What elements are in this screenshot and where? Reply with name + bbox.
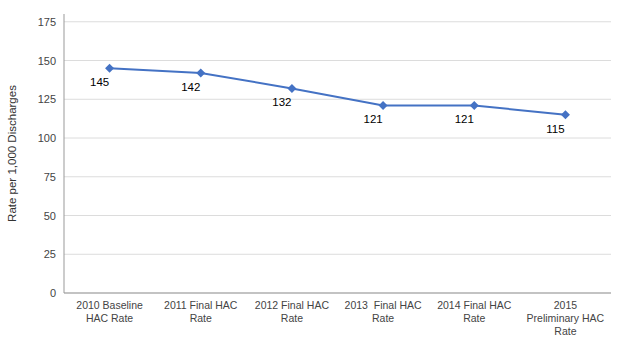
y-tick-label: 150	[38, 55, 56, 67]
y-tick-label: 50	[44, 210, 56, 222]
y-tick-label: 0	[50, 287, 56, 299]
grid-line	[64, 99, 611, 100]
grid-line	[64, 293, 611, 294]
grid-line	[64, 254, 611, 255]
data-label: 121	[363, 113, 382, 125]
line	[110, 68, 566, 115]
x-tick-label: 2014 Final HACRate	[437, 299, 512, 324]
marker	[470, 101, 479, 110]
grid-line	[64, 21, 611, 22]
grid-line	[64, 215, 611, 216]
grid-line	[64, 176, 611, 177]
data	[105, 64, 570, 120]
y-tick-label: 100	[38, 132, 56, 144]
x-axis-line	[64, 293, 611, 294]
y-axis-line	[64, 14, 65, 293]
chart: 0 25 50 75 100 125 150 175 2010 BaselineHAC Rate…	[0, 0, 625, 357]
marker	[379, 101, 388, 110]
data-label: 132	[272, 96, 291, 108]
y-tick-label: 75	[44, 171, 56, 183]
y-axis-label: Rate per 1,000 Discharges	[6, 85, 18, 222]
data-label: 145	[90, 76, 109, 88]
x-tick-label: 2015Preliminary HACRate	[527, 299, 605, 337]
y-tick-label: 25	[44, 248, 56, 260]
marker	[287, 84, 296, 93]
y-tick-label: 125	[38, 93, 56, 105]
x-tick-label: 2012 Final HACRate	[255, 299, 330, 324]
grid-line	[64, 138, 611, 139]
grid-line	[64, 60, 611, 61]
x-tick-label: 2013 Final HACRate	[345, 299, 422, 324]
data-label: 121	[455, 113, 474, 125]
grid	[64, 22, 611, 293]
marker	[196, 68, 205, 77]
data-label: 115	[546, 123, 564, 135]
marker	[561, 110, 570, 119]
x-tick-label: 2011 Final HACRate	[164, 299, 238, 324]
data-label: 142	[181, 81, 200, 93]
marker	[105, 64, 114, 73]
x-tick-label: 2010 BaselineHAC Rate	[76, 299, 143, 324]
y-tick-label: 175	[38, 16, 56, 28]
